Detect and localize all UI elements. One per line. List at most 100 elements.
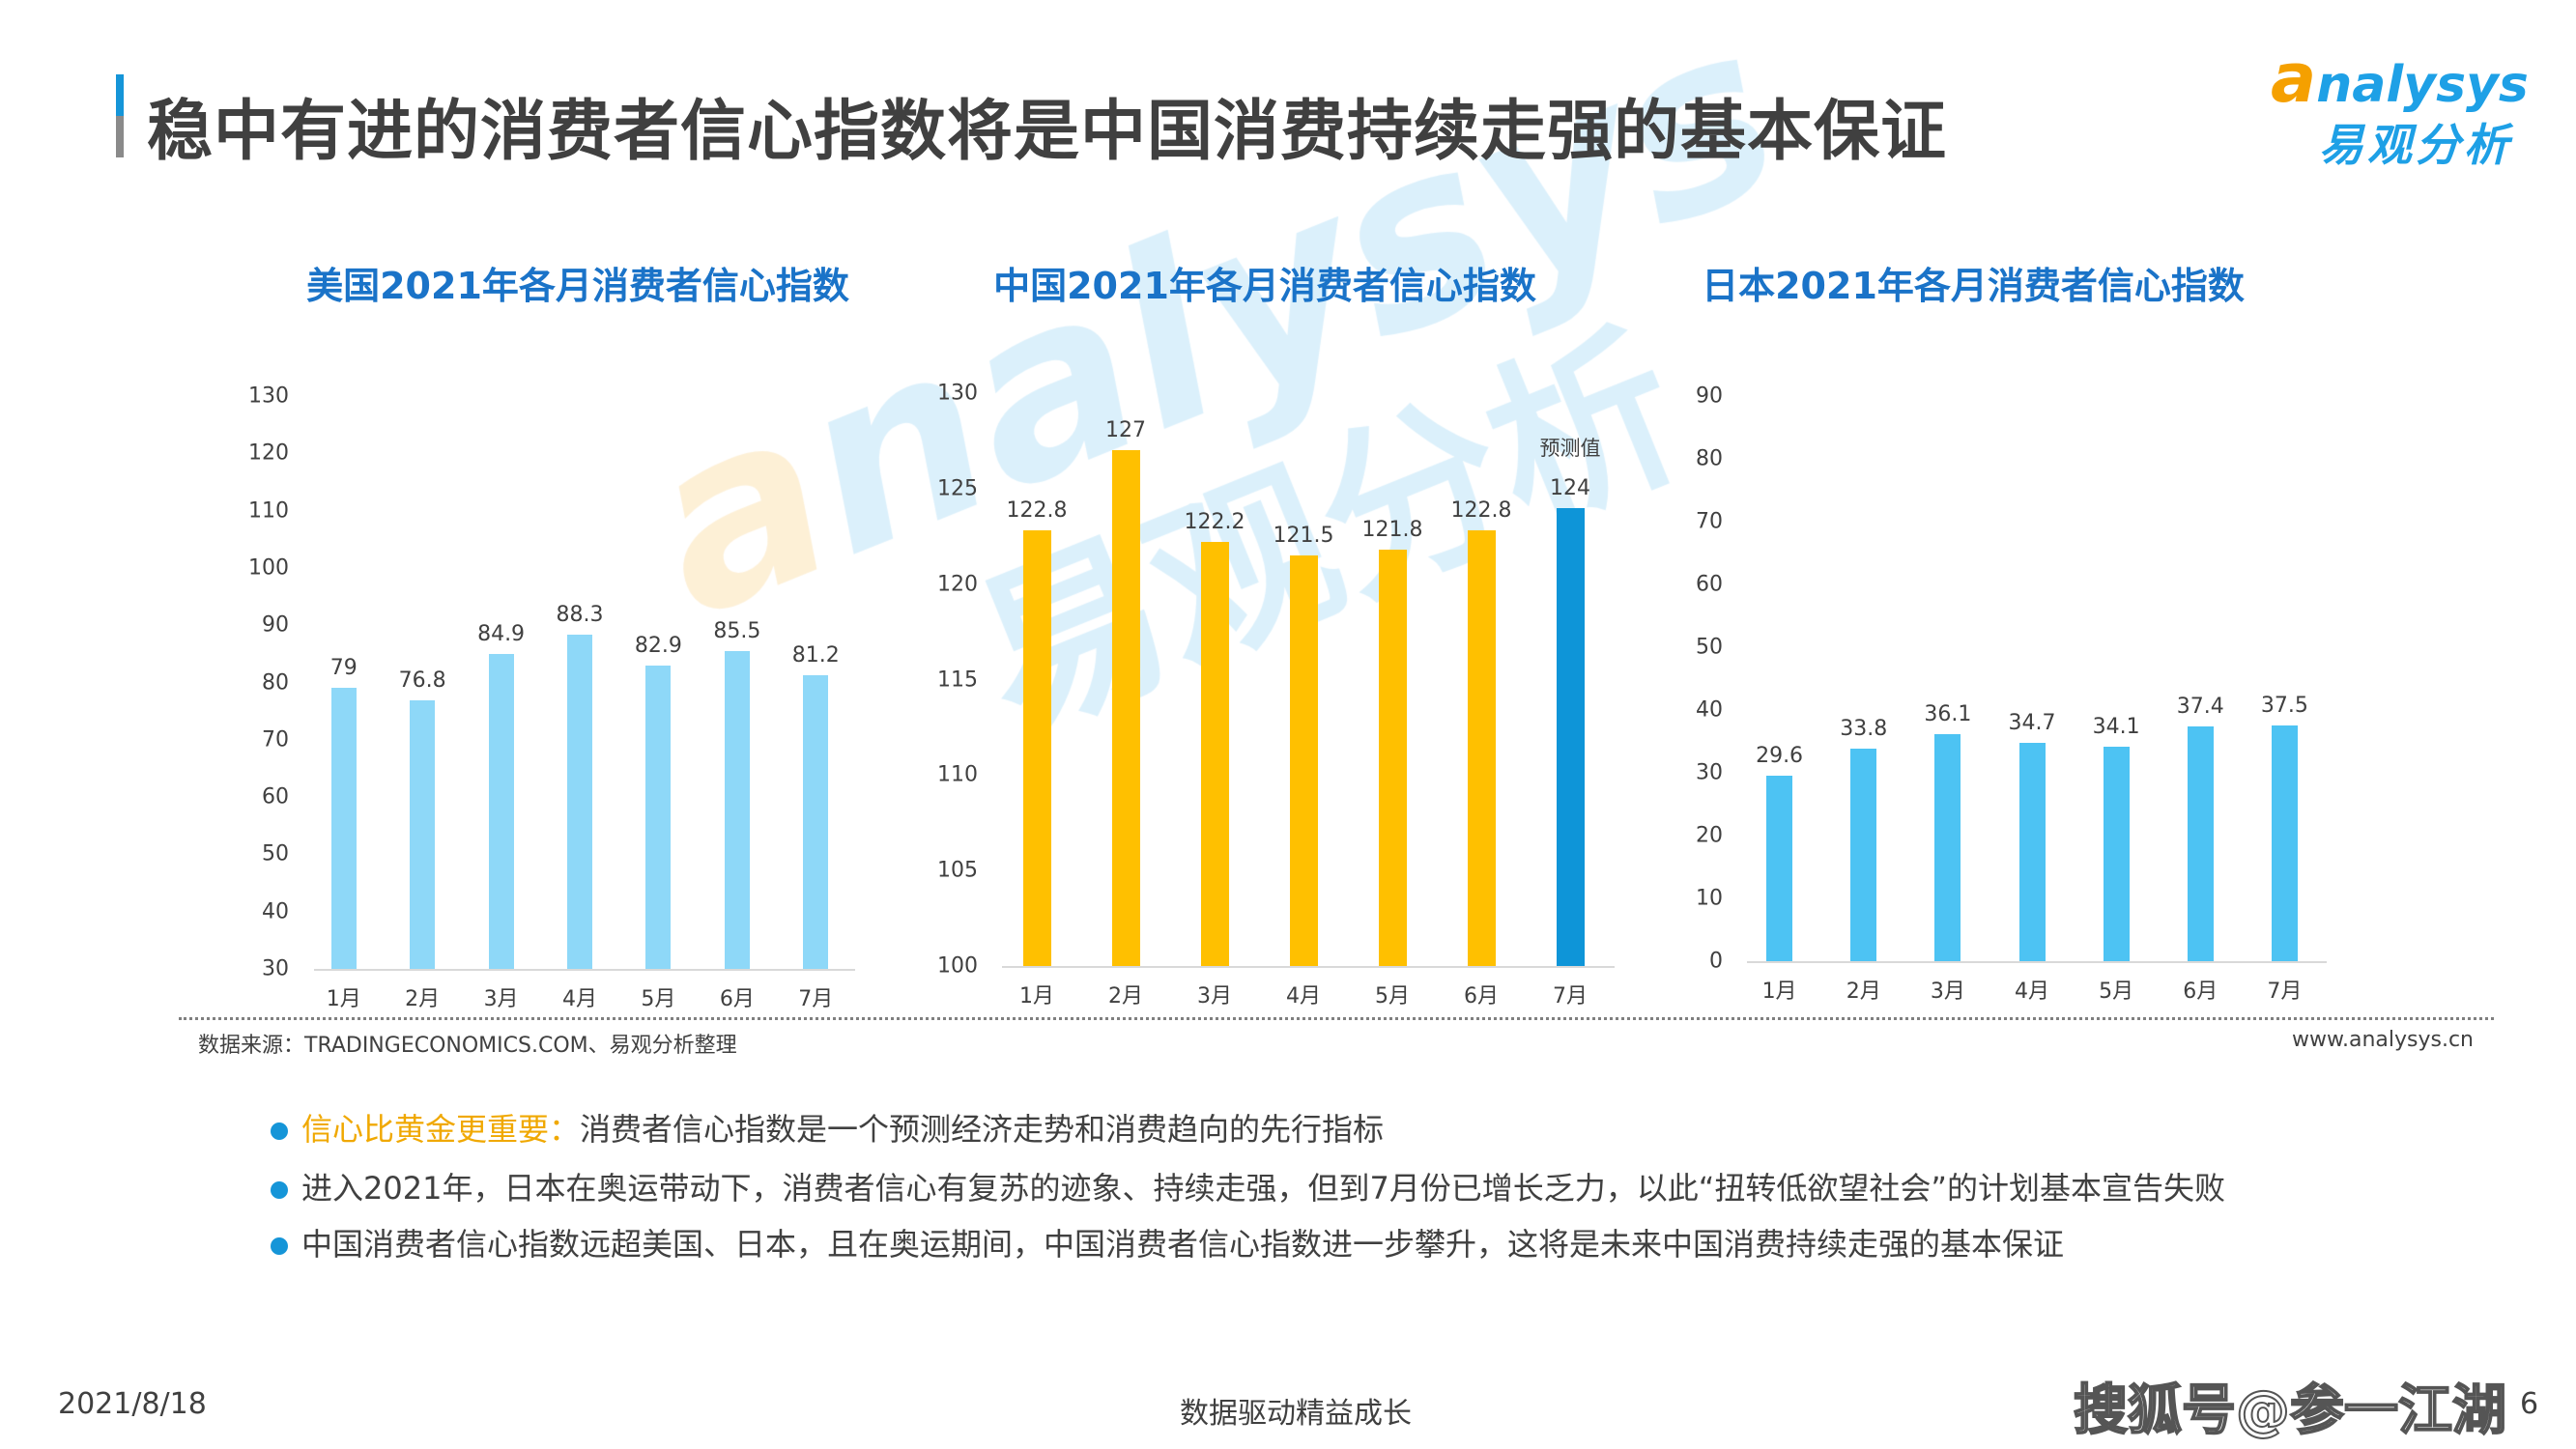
- china-y-tick: 105: [937, 858, 978, 883]
- china-value-label: 127: [1105, 418, 1146, 443]
- us-y-tick: 30: [262, 956, 289, 981]
- footer-date: 2021/8/18: [58, 1387, 207, 1421]
- japan-bar: [2103, 747, 2130, 961]
- bullet-item: 中国消费者信心指数远超美国、日本，且在奥运期间，中国消费者信心指数进一步攀升，这…: [271, 1220, 2064, 1264]
- us-x-label: 1月: [326, 987, 361, 1011]
- japan-y-tick: 80: [1696, 446, 1723, 471]
- us-y-tick: 90: [262, 612, 289, 638]
- japan-x-label: 5月: [2099, 980, 2134, 1004]
- footer-slogan: 数据驱动精益成长: [1180, 1397, 1412, 1431]
- us-value-label: 88.3: [556, 603, 604, 628]
- japan-y-tick: 60: [1696, 572, 1723, 597]
- us-y-tick: 70: [262, 727, 289, 753]
- bullet-item: 信心比黄金更重要：消费者信心指数是一个预测经济走势和消费趋向的先行指标: [271, 1105, 1384, 1150]
- japan-y-tick: 70: [1696, 509, 1723, 534]
- china-x-label: 4月: [1286, 984, 1321, 1009]
- us-x-label: 6月: [719, 987, 755, 1011]
- china-y-tick: 110: [937, 762, 978, 787]
- china-y-tick: 115: [937, 668, 978, 692]
- china-forecast-annotation: 预测值: [1539, 436, 1601, 460]
- japan-value-label: 34.7: [2008, 711, 2056, 736]
- japan-x-label: 1月: [1761, 980, 1797, 1004]
- us-value-label: 81.2: [791, 643, 840, 668]
- bullet-text: 消费者信心指数是一个预测经济走势和消费趋向的先行指标: [580, 1111, 1385, 1148]
- japan-y-tick: 30: [1696, 760, 1723, 785]
- china-chart-title: 中国2021年各月消费者信心指数: [993, 265, 1536, 307]
- us-bar: [410, 700, 436, 969]
- analysys-logo: analysys 易观分析: [2271, 39, 2529, 171]
- japan-x-label: 6月: [2183, 980, 2218, 1004]
- china-bar: [1289, 555, 1318, 966]
- china-value-label: 122.8: [1006, 498, 1068, 524]
- us-value-label: 79: [329, 656, 358, 681]
- us-x-axis: [314, 969, 855, 971]
- bullet-highlight: 信心比黄金更重要：: [301, 1111, 581, 1148]
- japan-value-label: 29.6: [1756, 743, 1804, 768]
- japan-y-tick: 20: [1696, 823, 1723, 848]
- us-value-label: 76.8: [398, 668, 446, 694]
- china-x-axis: [1002, 966, 1615, 968]
- china-bar: [1556, 507, 1585, 966]
- us-y-tick: 130: [248, 384, 289, 409]
- us-y-tick: 100: [248, 555, 289, 581]
- japan-value-label: 34.1: [2092, 715, 2140, 740]
- us-value-label: 82.9: [634, 634, 682, 659]
- china-bar: [1378, 550, 1407, 966]
- divider: [179, 1017, 2494, 1020]
- china-y-tick: 100: [937, 953, 978, 979]
- japan-x-axis: [1747, 961, 2327, 963]
- china-y-tick: 120: [937, 572, 978, 597]
- japan-bar: [2018, 743, 2046, 961]
- japan-bar: [1850, 749, 1877, 961]
- china-x-label: 2月: [1108, 984, 1143, 1009]
- japan-x-label: 2月: [1846, 980, 1881, 1004]
- site-url: www.analysys.cn: [2292, 1028, 2474, 1052]
- us-bar: [803, 675, 829, 969]
- japan-chart-title: 日本2021年各月消费者信心指数: [1702, 265, 2245, 307]
- us-bar: [724, 650, 750, 969]
- us-x-label: 2月: [405, 987, 441, 1011]
- data-source: 数据来源：TRADINGECONOMICS.COM、易观分析整理: [198, 1034, 737, 1058]
- us-bar: [645, 666, 672, 969]
- china-value-label: 121.8: [1361, 518, 1423, 543]
- us-x-label: 4月: [562, 987, 597, 1011]
- china-value-label: 122.8: [1450, 498, 1512, 524]
- japan-bar: [2187, 725, 2214, 961]
- us-chart-title: 美国2021年各月消费者信心指数: [306, 265, 849, 307]
- china-x-label: 6月: [1464, 984, 1499, 1009]
- china-x-label: 7月: [1553, 984, 1588, 1009]
- china-value-label: 121.5: [1273, 524, 1334, 549]
- title-accent-bar: [116, 74, 124, 157]
- china-x-label: 3月: [1197, 984, 1232, 1009]
- us-y-tick: 80: [262, 670, 289, 695]
- japan-bar: [1766, 775, 1793, 961]
- japan-y-tick: 10: [1696, 886, 1723, 911]
- us-x-label: 5月: [641, 987, 676, 1011]
- china-bar: [1467, 530, 1496, 966]
- bullet-dot-icon: [271, 1237, 288, 1255]
- us-y-tick: 50: [262, 841, 289, 867]
- page-title: 稳中有进的消费者信心指数将是中国消费持续走强的基本保证: [147, 94, 1948, 170]
- japan-y-tick: 0: [1709, 949, 1723, 974]
- japan-y-tick: 90: [1696, 384, 1723, 409]
- us-x-label: 7月: [798, 987, 834, 1011]
- china-value-label: 124: [1550, 475, 1590, 500]
- japan-x-label: 4月: [2015, 980, 2049, 1004]
- japan-x-label: 3月: [1930, 980, 1965, 1004]
- bullet-text: 中国消费者信心指数远超美国、日本，且在奥运期间，中国消费者信心指数进一步攀升，这…: [301, 1226, 2065, 1263]
- china-bar: [1022, 530, 1051, 966]
- china-y-tick: 125: [937, 476, 978, 501]
- us-y-tick: 60: [262, 784, 289, 810]
- bullet-item: 进入2021年，日本在奥运带动下，消费者信心有复苏的迹象、持续走强，但到7月份已…: [271, 1164, 2225, 1208]
- china-y-tick: 130: [937, 381, 978, 406]
- china-x-label: 1月: [1019, 984, 1054, 1009]
- japan-value-label: 37.4: [2176, 694, 2224, 719]
- japan-value-label: 36.1: [1924, 702, 1972, 727]
- china-value-label: 122.2: [1184, 510, 1245, 535]
- us-y-tick: 110: [248, 498, 289, 524]
- china-bar: [1111, 450, 1140, 966]
- japan-bar: [1934, 734, 1961, 961]
- bullet-dot-icon: [271, 1122, 288, 1140]
- bullet-text: 进入2021年，日本在奥运带动下，消费者信心有复苏的迹象、持续走强，但到7月份已…: [301, 1170, 2225, 1207]
- us-bar: [488, 654, 514, 969]
